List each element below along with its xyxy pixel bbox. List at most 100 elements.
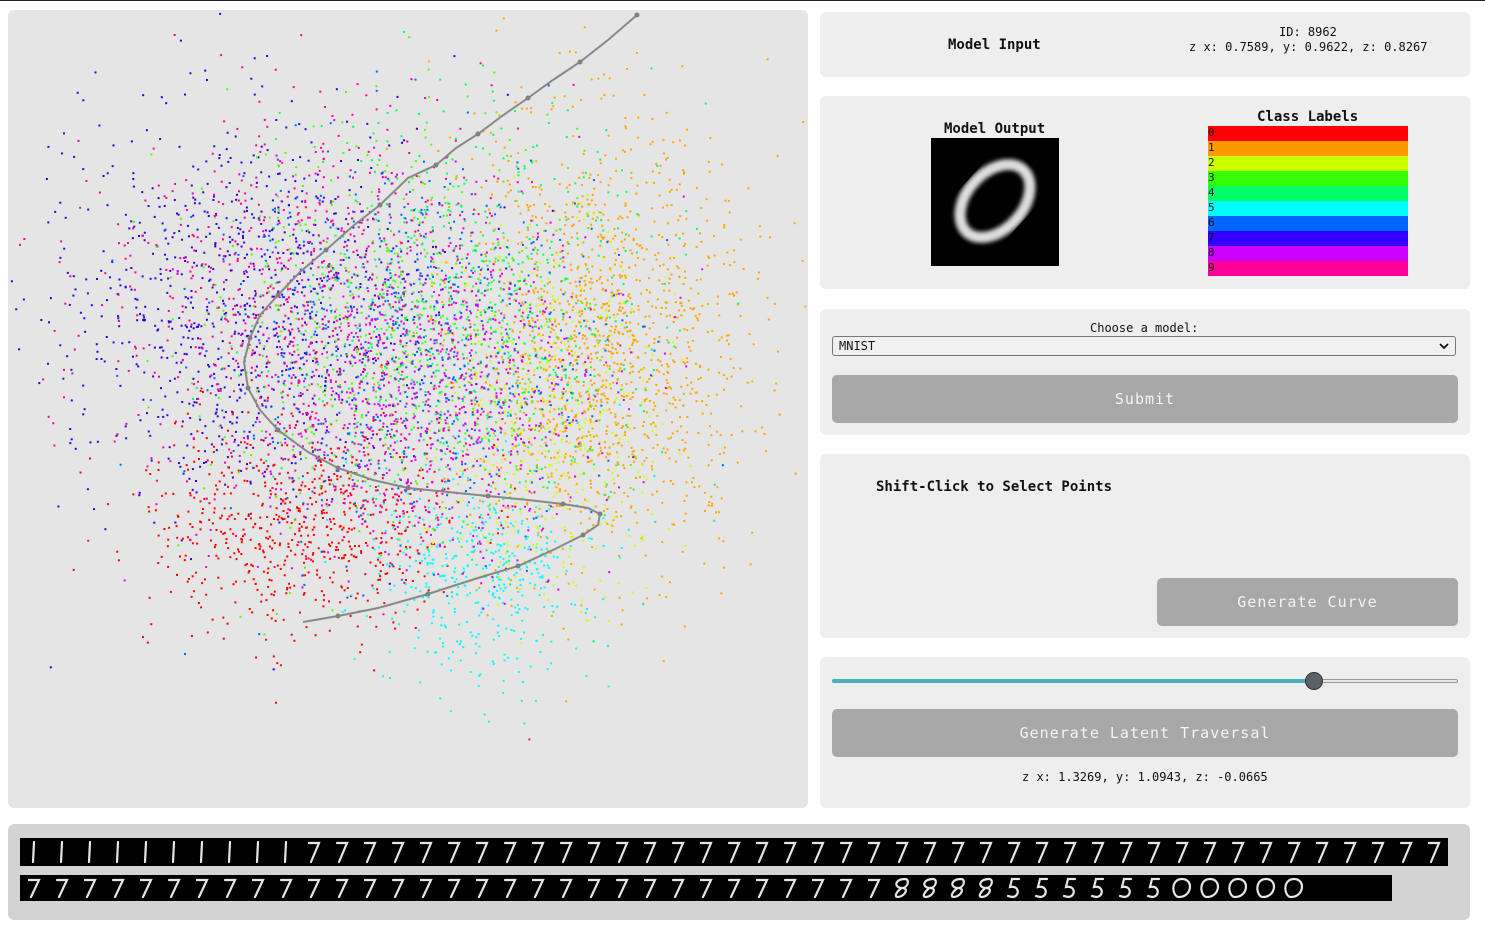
strip-digit-image	[894, 877, 909, 899]
strip-digit-image	[1256, 877, 1275, 899]
strip-digit-image	[1315, 841, 1329, 864]
class-label-text: 7	[1208, 231, 1215, 244]
curve-point	[405, 485, 411, 491]
strip-digit-image	[1200, 877, 1219, 899]
strip-digit-image	[363, 878, 377, 899]
class-label-row: 3	[1208, 171, 1408, 186]
curve-point	[634, 12, 640, 18]
strip-digit-image	[979, 841, 993, 864]
latent-scatter-plot[interactable]	[8, 10, 808, 808]
curve-point	[245, 385, 251, 391]
curve-point	[525, 95, 531, 101]
strip-digit-image	[643, 841, 657, 864]
class-label-row: 9	[1208, 261, 1408, 276]
strip-digit-image	[475, 841, 489, 864]
chevron-down-icon	[1439, 343, 1449, 350]
strip-digit-image	[1203, 841, 1217, 864]
strip-digit-image	[1119, 841, 1133, 864]
strip-digit-image	[227, 840, 232, 864]
class-label-row: 8	[1208, 246, 1408, 261]
traversal-strip-row-2	[20, 875, 1392, 901]
strip-digit-image	[59, 840, 64, 864]
class-label-text: 3	[1208, 171, 1215, 184]
curve-point	[247, 335, 253, 341]
traversal-strip-panel	[8, 824, 1470, 920]
strip-digit-image	[171, 840, 176, 864]
class-label-text: 0	[1208, 126, 1215, 139]
strip-digit-image	[335, 878, 349, 899]
strip-digit-image	[167, 878, 181, 899]
strip-digit-image	[1146, 877, 1161, 899]
strip-digit-image	[811, 841, 825, 864]
traversal-z-readout: z x: 1.3269, y: 1.0943, z: -0.0665	[1022, 770, 1268, 784]
strip-digit-image	[363, 841, 377, 864]
strip-digit-image	[587, 878, 601, 899]
strip-digit-image	[783, 841, 797, 864]
strip-digit-image	[895, 841, 909, 864]
strip-digit-image	[1259, 841, 1273, 864]
strip-digit-image	[87, 840, 92, 864]
point-select-panel: Shift-Click to Select Points Generate Cu…	[820, 454, 1470, 638]
strip-digit-image	[139, 878, 153, 899]
curve-point	[275, 292, 281, 298]
strip-digit-image	[839, 878, 853, 899]
strip-digit-image	[1006, 877, 1021, 899]
submit-button[interactable]: Submit	[832, 375, 1458, 423]
traversal-slider-thumb[interactable]	[1305, 672, 1324, 690]
strip-digit-image	[283, 840, 288, 864]
strip-digit-image	[1175, 841, 1189, 864]
generate-latent-traversal-button[interactable]: Generate Latent Traversal	[832, 709, 1458, 757]
strip-row-1-images	[31, 840, 1469, 864]
strip-digit-image	[279, 878, 293, 899]
strip-digit-image	[839, 841, 853, 864]
strip-digit-image	[978, 877, 993, 899]
strip-digit-image	[615, 878, 629, 899]
strip-digit-image	[783, 878, 797, 899]
strip-row-2-images	[27, 877, 1303, 899]
curve-point	[485, 493, 491, 499]
class-label-row: 0	[1208, 126, 1408, 141]
generate-curve-button[interactable]: Generate Curve	[1157, 578, 1458, 626]
class-label-row: 4	[1208, 186, 1408, 201]
curve-point	[335, 613, 341, 619]
strip-digit-image	[1090, 877, 1105, 899]
model-dropdown[interactable]: MNIST	[832, 336, 1456, 356]
traversal-slider-fill	[832, 679, 1315, 683]
strip-digit-image	[1034, 877, 1049, 899]
strip-digit-image	[1147, 841, 1161, 864]
model-output-title: Model Output	[944, 121, 1046, 137]
strip-digit-image	[83, 878, 97, 899]
strip-digit-image	[1091, 841, 1105, 864]
strip-digit-image	[811, 878, 825, 899]
strip-digit-image	[699, 878, 713, 899]
strip-digit-image	[950, 877, 965, 899]
strip-digit-image	[727, 841, 741, 864]
model-input-panel: Model Input ID: 8962 z x: 0.7589, y: 0.9…	[820, 12, 1470, 77]
scatter-canvas[interactable]	[8, 10, 808, 808]
curve-point	[577, 59, 583, 65]
class-label-text: 4	[1208, 186, 1215, 199]
class-label-text: 6	[1208, 216, 1215, 229]
class-label-text: 9	[1208, 261, 1215, 274]
strip-digit-image	[31, 840, 36, 864]
scatter-points	[10, 12, 807, 741]
strip-digit-image	[867, 841, 881, 864]
strip-digit-image	[923, 841, 937, 864]
strip-digit-image	[951, 841, 965, 864]
strip-digit-image	[223, 878, 237, 899]
model-select-panel: Choose a model: MNIST Submit	[820, 309, 1470, 435]
curve-point	[335, 465, 341, 471]
class-label-text: 1	[1208, 141, 1215, 154]
strip-digit-image	[1287, 841, 1301, 864]
digit-zero-image	[954, 159, 1036, 243]
curve-point	[515, 563, 521, 569]
curve-point	[323, 247, 329, 253]
top-border	[0, 0, 1485, 1]
strip-digit-image	[727, 878, 741, 899]
strip-digit-image	[55, 878, 69, 899]
class-label-text: 5	[1208, 201, 1215, 214]
strip-digit-image	[1007, 841, 1021, 864]
strip-digit-image	[671, 841, 685, 864]
class-labels-title: Class Labels	[1257, 109, 1359, 125]
class-label-row: 6	[1208, 216, 1408, 231]
